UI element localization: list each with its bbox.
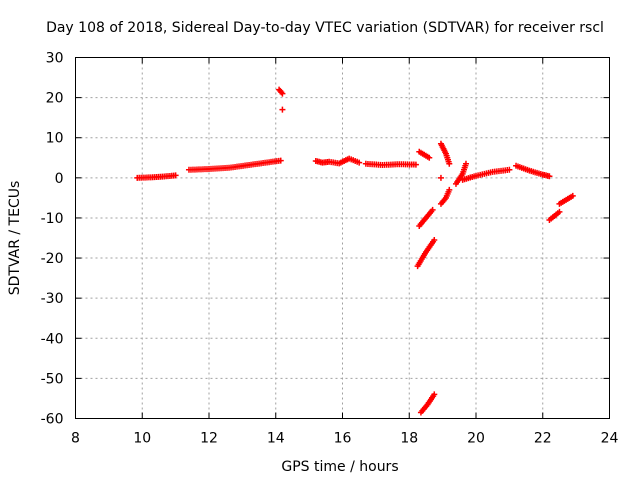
data-point bbox=[556, 208, 563, 215]
data-point bbox=[446, 186, 453, 193]
series-arc-6 bbox=[362, 160, 419, 168]
x-tick-label: 12 bbox=[200, 431, 218, 447]
series-arc-12 bbox=[437, 186, 453, 207]
y-tick-label: -50 bbox=[41, 371, 64, 387]
data-point bbox=[546, 173, 553, 180]
data-point bbox=[277, 157, 284, 164]
data-point bbox=[446, 160, 453, 167]
y-tick-label: -60 bbox=[41, 412, 64, 428]
data-point bbox=[569, 192, 576, 199]
chart-title: Day 108 of 2018, Sidereal Day-to-day VTE… bbox=[46, 20, 604, 36]
data-point bbox=[429, 206, 436, 213]
series-arc-4 bbox=[279, 106, 286, 113]
series-arc-14 bbox=[452, 160, 469, 187]
x-tick-label: 22 bbox=[534, 431, 552, 447]
data-point bbox=[431, 391, 438, 398]
series-arc-9 bbox=[414, 237, 438, 270]
data-point bbox=[426, 154, 433, 161]
x-tick-label: 8 bbox=[71, 431, 80, 447]
series-arc-3 bbox=[276, 86, 286, 97]
data-point bbox=[279, 90, 286, 97]
series-arc-17 bbox=[546, 208, 563, 223]
x-tick-label: 14 bbox=[267, 431, 285, 447]
series-arc-2 bbox=[185, 157, 284, 173]
data-point bbox=[172, 172, 179, 179]
series-arc-10 bbox=[417, 391, 438, 416]
y-tick-label: 20 bbox=[46, 91, 64, 107]
x-tick-label: 16 bbox=[334, 431, 352, 447]
data-point bbox=[279, 106, 286, 113]
grid bbox=[75, 57, 610, 419]
x-tick-label: 24 bbox=[601, 431, 619, 447]
y-tick-label: 30 bbox=[46, 51, 64, 67]
x-axis-label: GPS time / hours bbox=[281, 459, 398, 475]
axis-ticks bbox=[75, 57, 610, 419]
y-tick-label: 0 bbox=[55, 171, 64, 187]
x-tick-label: 10 bbox=[133, 431, 151, 447]
series-arc-13 bbox=[437, 174, 444, 181]
y-tick-label: -30 bbox=[41, 291, 64, 307]
data-point bbox=[462, 160, 469, 167]
x-tick-label: 20 bbox=[467, 431, 485, 447]
data-point bbox=[412, 161, 419, 168]
series-arc-8 bbox=[416, 206, 436, 229]
series-arc-7 bbox=[416, 148, 433, 161]
data-point bbox=[356, 159, 363, 166]
series-arc-16 bbox=[513, 162, 553, 180]
x-tick-label: 18 bbox=[400, 431, 418, 447]
data-point bbox=[506, 166, 513, 173]
data-point bbox=[437, 174, 444, 181]
y-tick-label: -10 bbox=[41, 211, 64, 227]
y-tick-label: 10 bbox=[46, 131, 64, 147]
y-tick-label: -40 bbox=[41, 331, 64, 347]
y-axis-label: SDTVAR / TECUs bbox=[7, 181, 23, 296]
series-arc-15 bbox=[459, 166, 513, 183]
y-tick-label: -20 bbox=[41, 251, 64, 267]
data-point bbox=[431, 237, 438, 244]
series-arc-1 bbox=[134, 172, 179, 181]
series-arc-18 bbox=[556, 192, 576, 207]
series-arc-5 bbox=[312, 155, 363, 167]
series-arc-11 bbox=[437, 140, 453, 167]
y-tick-labels: -60 -50 -40 -30 -20 -10 0 10 20 30 bbox=[41, 51, 64, 428]
data-points bbox=[134, 86, 576, 416]
x-tick-labels: 8 10 12 14 16 18 20 22 24 bbox=[71, 431, 618, 447]
